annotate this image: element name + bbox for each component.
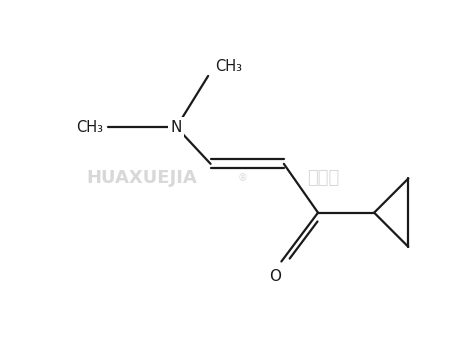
Text: HUAXUEJIA: HUAXUEJIA [87, 169, 197, 188]
Text: ®: ® [237, 173, 247, 183]
Text: 化学加: 化学加 [307, 169, 339, 188]
Text: CH₃: CH₃ [76, 120, 103, 135]
Text: CH₃: CH₃ [215, 58, 242, 73]
Text: N: N [171, 120, 182, 135]
Text: O: O [270, 269, 281, 284]
